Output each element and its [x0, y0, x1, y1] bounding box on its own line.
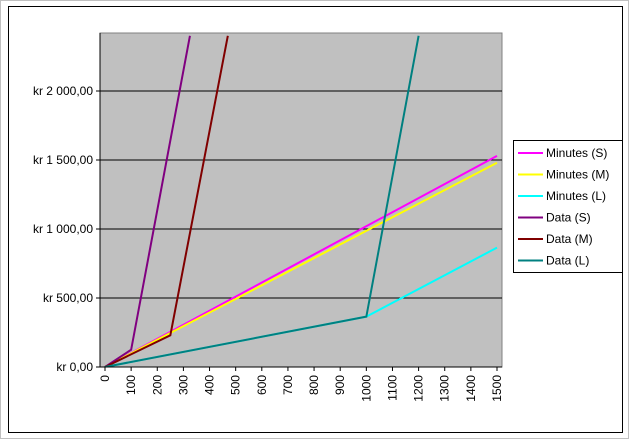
x-tick-label: 1400 [464, 375, 478, 402]
legend-label: Data (L) [546, 254, 589, 268]
legend-label: Minutes (S) [546, 146, 607, 160]
series-line [104, 35, 229, 367]
series-line [104, 35, 420, 367]
x-tick-label: 1300 [438, 375, 452, 402]
y-tick-label: kr 500,00 [43, 291, 93, 305]
y-tick-label: kr 0,00 [56, 360, 93, 374]
x-tick-label: 500 [229, 375, 243, 395]
x-tick-label: 1100 [385, 375, 399, 401]
x-tick-label: 1500 [490, 375, 504, 402]
x-tick-label: 0 [98, 375, 112, 382]
x-tick-label: 100 [124, 375, 138, 395]
x-tick-label: 300 [176, 375, 190, 395]
plot-area [99, 32, 503, 368]
legend-label: Minutes (M) [546, 168, 609, 182]
y-tick-label: kr 2 000,00 [33, 84, 93, 98]
x-tick-label: 800 [307, 375, 321, 395]
x-tick-label: 600 [255, 375, 269, 395]
x-tick-label: 1000 [359, 375, 373, 402]
legend [513, 140, 623, 273]
y-tick-label: kr 1 000,00 [33, 222, 93, 236]
legend-label: Minutes (L) [546, 189, 606, 203]
x-tick-label: 1200 [412, 375, 426, 402]
series-line [104, 35, 191, 367]
legend-label: Data (M) [546, 232, 593, 246]
y-tick-label: kr 1 500,00 [33, 153, 93, 167]
x-tick-label: 900 [333, 375, 347, 395]
legend-label: Data (S) [546, 211, 591, 225]
x-tick-label: 200 [150, 375, 164, 395]
x-tick-label: 400 [203, 375, 217, 395]
x-tick-label: 700 [281, 375, 295, 395]
